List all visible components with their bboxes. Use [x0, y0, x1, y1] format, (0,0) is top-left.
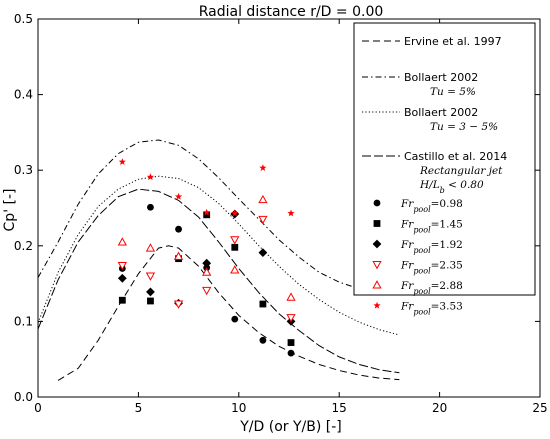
legend-label-2: Bollaert 2002 [404, 71, 478, 84]
data-point-s4-4 [202, 286, 212, 296]
data-point-s1-7 [287, 349, 295, 357]
legend-marker-5 [372, 280, 382, 289]
legend-marker-4 [372, 261, 382, 270]
legend-label-4: Castillo et al. 2014 [404, 150, 507, 163]
y-tick-label: 0.2 [14, 239, 33, 253]
legend: Ervine et al. 1997 Bollaert 2002 Tu = 5% Bo… [353, 22, 536, 317]
legend-sublabel2-4: H/Lb < 0.80 [419, 179, 484, 195]
data-point-s4-3 [173, 300, 184, 309]
y-tick-label: 0.3 [14, 163, 33, 177]
series-line-4 [37, 188, 400, 374]
legend-sublabel-4: Rectangular jet [419, 165, 503, 177]
data-point-s2-5 [231, 243, 239, 251]
legend-scatter-label-3: Frpool=1.92 [400, 239, 463, 255]
data-point-s4-2 [145, 272, 156, 281]
y-tick-label: 0.1 [14, 314, 33, 328]
x-tick-label: 15 [332, 401, 347, 415]
data-point-s4-1 [117, 261, 127, 271]
data-point-s5-3 [173, 251, 184, 260]
legend-sublabel-3: Tu = 3 − 5% [430, 121, 498, 133]
x-tick-label: 20 [432, 401, 447, 415]
data-point-s1-6 [259, 336, 267, 344]
data-point-s5-2 [145, 243, 156, 252]
data-point-s2-7 [287, 339, 295, 346]
legend-sublabel-2: Tu = 5% [430, 86, 476, 98]
legend-marker-1 [373, 199, 381, 207]
legend-label-3: Bollaert 2002 [404, 106, 478, 119]
data-point-s5-5 [230, 265, 240, 274]
legend-scatter-label-1: Frpool=0.98 [400, 198, 463, 214]
data-point-s4-5 [230, 236, 240, 245]
data-point-s2-4 [203, 211, 211, 219]
plot-area: 0 5 10 15 20 25 0.0 0.1 0.2 0.3 0.4 0.5 [14, 12, 548, 415]
x-tick-label: 25 [532, 401, 547, 415]
data-point-s2-1 [118, 296, 126, 304]
data-point-s4-6 [258, 215, 268, 225]
x-axis-label: Y/D (or Y/B) [-] [239, 419, 342, 435]
data-point-s1-5 [231, 315, 239, 323]
legend-scatter-label-4: Frpool=2.35 [400, 260, 463, 276]
chart-title: Radial distance r/D = 0.00 [199, 4, 384, 20]
series-line-3 [37, 175, 400, 336]
data-point-s6-2 [146, 173, 155, 181]
x-tick-label: 5 [135, 401, 143, 415]
legend-scatter-label-6: Frpool=3.53 [400, 301, 463, 317]
x-tick-label: 10 [231, 401, 246, 415]
series-line-2 [37, 139, 400, 295]
legend-marker-2 [373, 220, 381, 227]
y-tick-label: 0.4 [14, 88, 33, 102]
data-point-s4-7 [286, 314, 296, 323]
data-point-s5-1 [117, 237, 127, 246]
y-tick-label: 0.5 [14, 12, 33, 26]
data-point-s1-2 [147, 203, 154, 211]
x-tick-label: 0 [34, 401, 42, 415]
data-point-s5-7 [286, 292, 296, 301]
data-point-s5-4 [202, 267, 212, 276]
data-point-s1-3 [175, 225, 182, 233]
y-axis-label: Cp' [-] [2, 189, 18, 232]
data-point-s6-7 [287, 209, 295, 217]
data-point-s2-6 [259, 300, 267, 308]
legend-scatter-label-5: Frpool=2.88 [400, 280, 463, 296]
data-point-s6-1 [118, 158, 126, 165]
legend-label-1: Ervine et al. 1997 [404, 35, 502, 48]
data-point-s6-3 [174, 192, 183, 200]
data-point-s6-5 [231, 209, 239, 217]
data-point-s6-6 [259, 164, 267, 172]
data-point-s2-2 [147, 297, 154, 305]
legend-scatter-label-2: Frpool=1.45 [400, 219, 463, 235]
data-point-s3-4 [202, 258, 212, 268]
y-tick-label: 0.0 [14, 390, 33, 404]
legend-box [353, 22, 536, 296]
data-point-s3-6 [258, 248, 268, 258]
legend-marker-3 [372, 239, 382, 249]
data-point-s3-1 [117, 273, 127, 283]
data-point-s3-2 [146, 287, 155, 297]
data-point-s5-6 [258, 194, 268, 204]
plot-frame [37, 18, 541, 398]
data-point-s6-4 [203, 208, 211, 216]
legend-marker-6 [373, 301, 381, 309]
